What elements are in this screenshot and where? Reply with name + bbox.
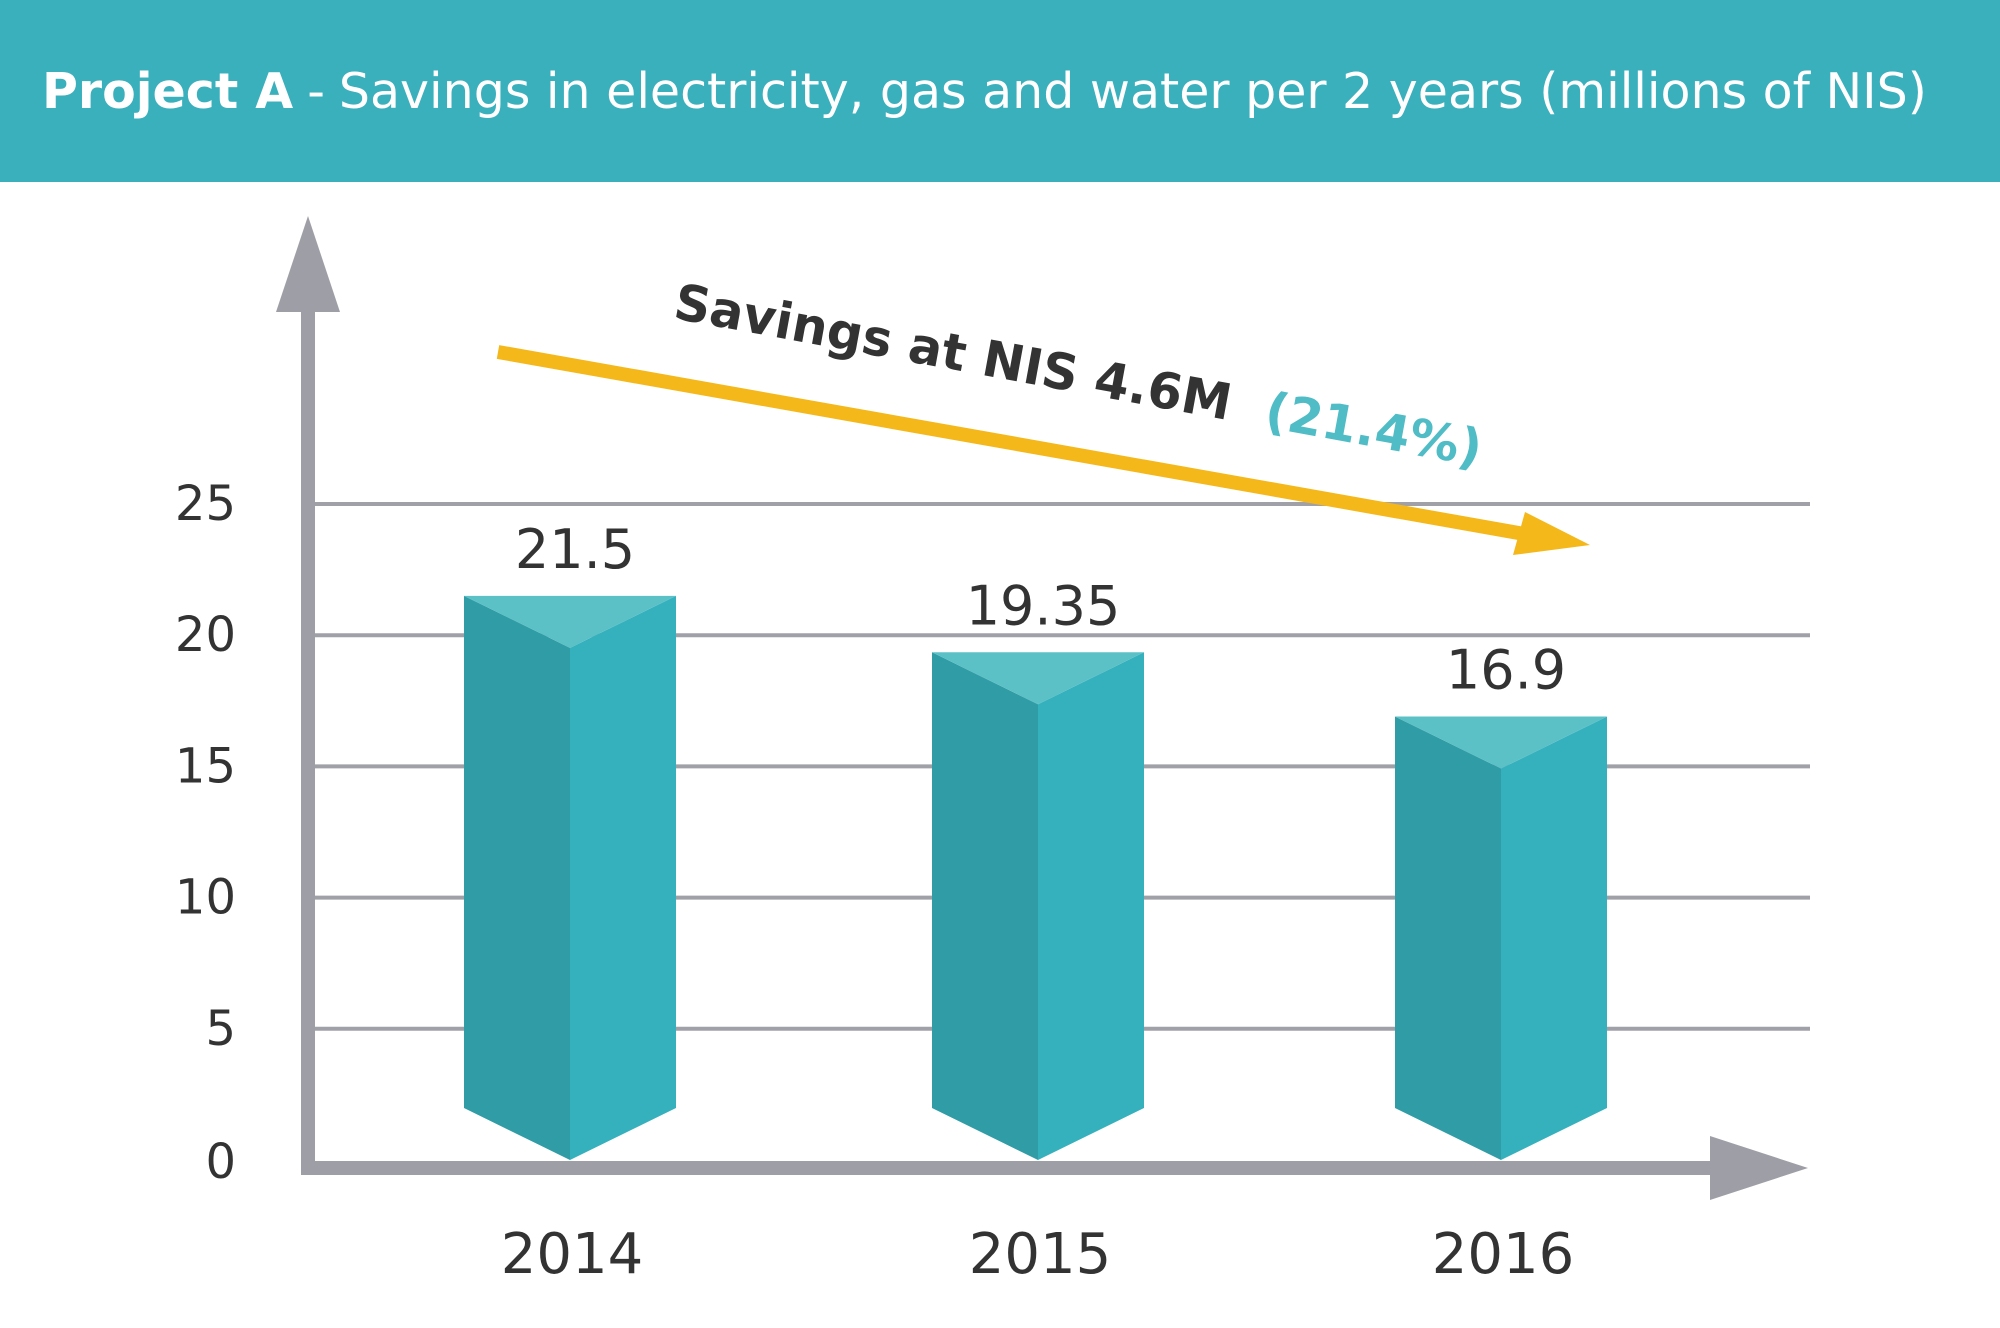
x-category-label: 2014 bbox=[501, 1222, 644, 1287]
y-tick-label: 25 bbox=[175, 476, 236, 532]
bar-2014 bbox=[464, 595, 676, 1160]
y-tick-label: 0 bbox=[205, 1134, 236, 1190]
chart-title-separator: - bbox=[307, 62, 325, 120]
bar-face-left bbox=[932, 652, 1038, 1160]
chart-title-banner: Project A - Savings in electricity, gas … bbox=[0, 0, 2000, 182]
bar-face-right bbox=[570, 595, 676, 1160]
bar-face-left bbox=[464, 595, 570, 1160]
bar-face-right bbox=[1038, 652, 1144, 1160]
x-axis-labels: 2014 2015 2016 bbox=[501, 1222, 1575, 1287]
y-tick-label: 20 bbox=[175, 607, 236, 663]
chart-title-text: Savings in electricity, gas and water pe… bbox=[338, 62, 1927, 120]
axes bbox=[276, 216, 1808, 1200]
bar-top-face bbox=[1395, 716, 1607, 769]
x-axis-arrow-icon bbox=[1710, 1136, 1808, 1200]
y-axis-line bbox=[301, 305, 315, 1173]
data-labels: 21.5 19.35 16.9 bbox=[515, 518, 1566, 702]
trend-arrow-line bbox=[496, 345, 1532, 542]
bars bbox=[464, 595, 1607, 1160]
trend-annotation: Savings at NIS 4.6M (21.4%) bbox=[496, 273, 1590, 555]
data-label: 19.35 bbox=[966, 574, 1121, 637]
trend-annotation-percent: (21.4%) bbox=[1261, 381, 1487, 478]
chart-title-project: Project A bbox=[42, 62, 294, 120]
y-tick-label: 5 bbox=[205, 1001, 236, 1057]
trend-arrow-head-icon bbox=[1513, 512, 1590, 555]
data-label: 21.5 bbox=[515, 518, 635, 581]
bar-top-face bbox=[932, 652, 1144, 705]
bar-2015 bbox=[932, 652, 1144, 1160]
x-category-label: 2016 bbox=[1432, 1222, 1575, 1287]
y-tick-label: 15 bbox=[175, 738, 236, 794]
data-label: 16.9 bbox=[1446, 639, 1566, 702]
bar-face-left bbox=[1395, 716, 1501, 1160]
x-category-label: 2015 bbox=[969, 1222, 1112, 1287]
x-axis-line bbox=[301, 1161, 1721, 1175]
y-axis-ticks: 0 5 10 15 20 25 bbox=[175, 476, 236, 1190]
trend-annotation-main: Savings at NIS 4.6M bbox=[670, 273, 1236, 432]
bar-2016 bbox=[1395, 716, 1607, 1160]
bar-face-right bbox=[1501, 716, 1607, 1160]
y-tick-label: 10 bbox=[175, 870, 236, 926]
y-axis-arrow-icon bbox=[276, 216, 340, 312]
bar-top-face bbox=[464, 595, 676, 648]
trend-annotation-text: Savings at NIS 4.6M (21.4%) bbox=[670, 273, 1487, 478]
